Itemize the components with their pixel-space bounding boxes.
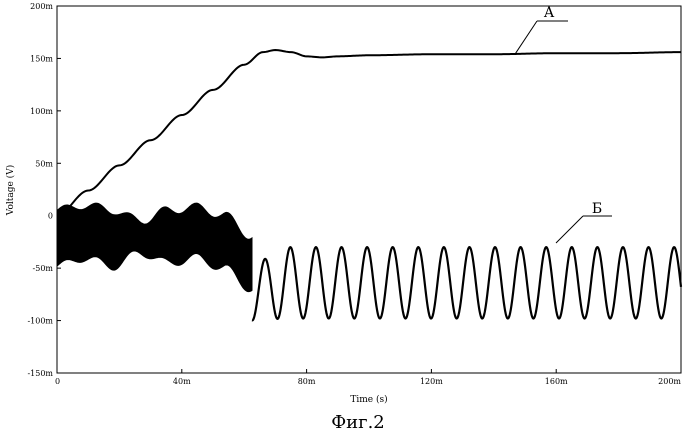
x-axis-label: Time (s) bbox=[350, 394, 387, 405]
y-tick-label: 150m bbox=[30, 54, 53, 63]
x-tick-label: 0 bbox=[55, 377, 60, 386]
x-tick-label: 40m bbox=[173, 377, 191, 386]
series-b-line bbox=[252, 247, 681, 320]
y-axis-ticks: 200m 150m 100m 50m 0 -50m -100m -150m bbox=[27, 2, 61, 378]
x-axis-ticks: 0 40m 80m 120m 160m 200m bbox=[55, 369, 681, 386]
leader-line-b bbox=[556, 216, 583, 243]
y-axis-label: Voltage (V) bbox=[5, 165, 16, 216]
x-tick-label: 120m bbox=[420, 377, 443, 386]
x-tick-label: 200m bbox=[658, 377, 681, 386]
x-tick-label: 160m bbox=[545, 377, 568, 386]
y-tick-label: 200m bbox=[30, 2, 53, 11]
x-tick-label: 80m bbox=[298, 377, 316, 386]
y-tick-label: 100m bbox=[30, 107, 53, 116]
figure-caption: Фиг.2 bbox=[331, 412, 385, 433]
y-tick-label: 50m bbox=[35, 159, 53, 168]
y-tick-label: -50m bbox=[33, 264, 54, 273]
plot-area bbox=[57, 6, 681, 373]
series-b-dense-band bbox=[57, 203, 252, 292]
y-tick-label: -100m bbox=[27, 317, 53, 326]
curve-label-b: Б bbox=[592, 201, 602, 217]
curve-label-a: А bbox=[544, 5, 555, 21]
y-tick-label: -150m bbox=[27, 369, 53, 378]
series-a-line bbox=[57, 50, 681, 216]
series-b-band bbox=[57, 203, 252, 292]
leader-line-a bbox=[516, 21, 537, 53]
label-b: Б bbox=[556, 201, 612, 243]
y-tick-label: 0 bbox=[48, 212, 53, 221]
label-a: А bbox=[516, 5, 568, 53]
